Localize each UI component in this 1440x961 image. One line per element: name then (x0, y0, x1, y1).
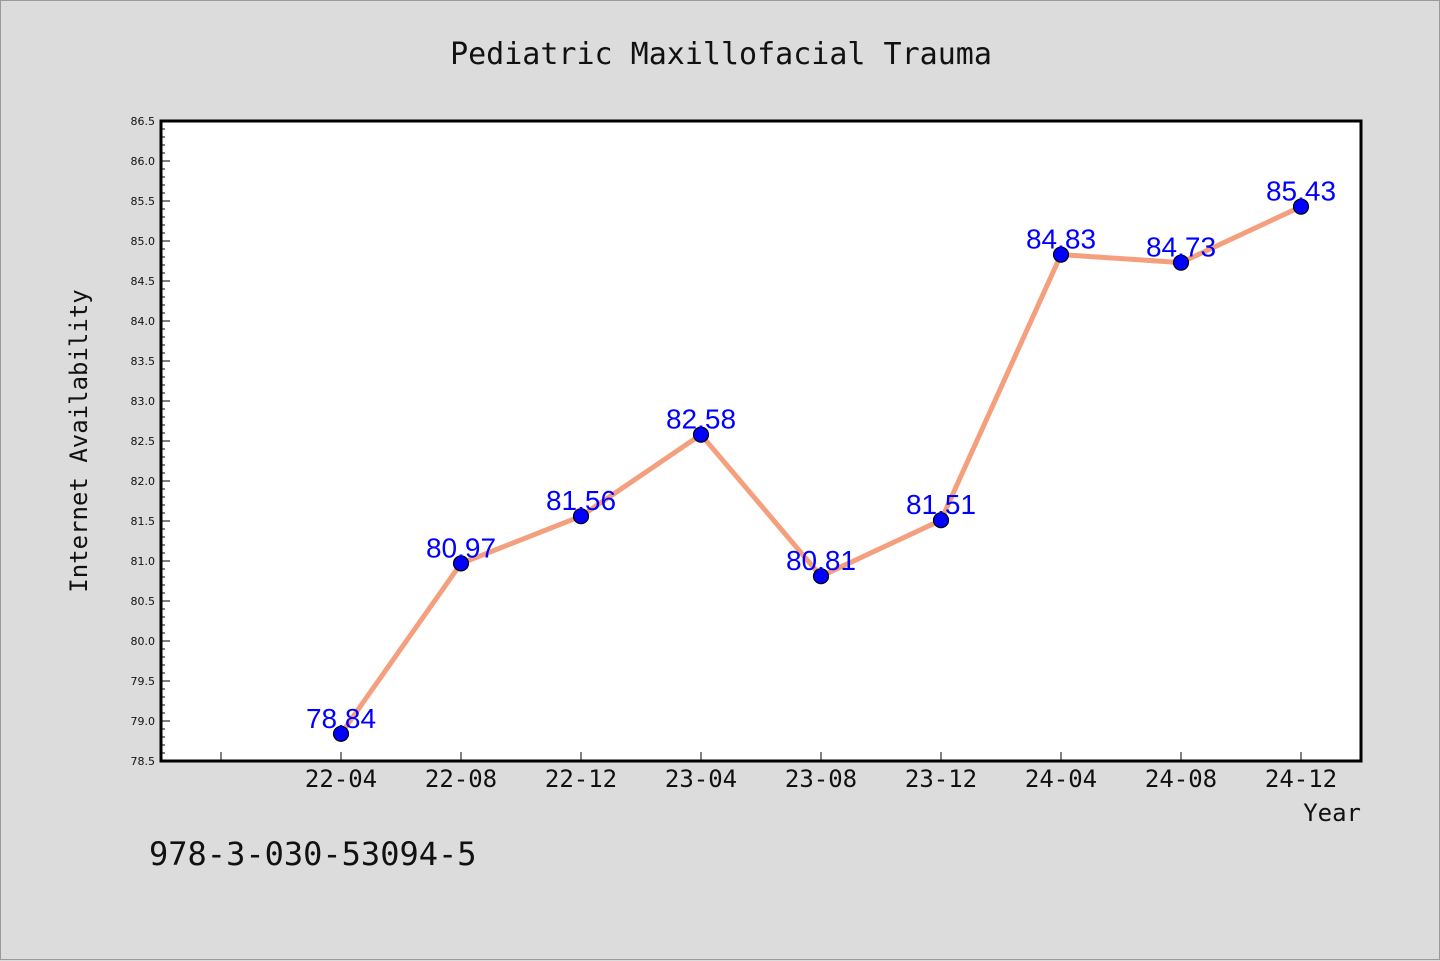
data-series: 78.84 80.97 81.56 82.58 80.81 81.51 84.83 84.73… (306, 176, 1336, 742)
y-tick-label: 79.5 (131, 675, 156, 688)
y-tick-label: 82.0 (131, 475, 156, 488)
x-tick-label: 22-08 (425, 765, 497, 793)
y-tick-label: 80.5 (131, 595, 156, 608)
y-tick-label: 82.5 (131, 435, 156, 448)
x-axis-title: Year (1303, 799, 1361, 827)
x-tick-label: 23-04 (665, 765, 737, 793)
data-value-label: 81.51 (906, 489, 976, 520)
data-point (1172, 254, 1190, 271)
y-tick-label: 80.0 (131, 635, 156, 648)
y-tick-label: 86.5 (131, 115, 156, 128)
data-value-label: 84.73 (1146, 232, 1216, 263)
x-tick-label: 24-08 (1145, 765, 1217, 793)
x-tick-label: 23-08 (785, 765, 857, 793)
data-point (692, 426, 710, 443)
data-value-label: 80.81 (786, 545, 856, 576)
data-value-label: 78.84 (306, 703, 376, 734)
y-tick-label: 85.0 (131, 235, 156, 248)
x-tick-label: 22-04 (305, 765, 377, 793)
y-tick-label: 85.5 (131, 195, 156, 208)
data-value-label: 80.97 (426, 532, 496, 563)
y-axis: 78.5 79.0 79.5 80.0 80.5 81.0 81.5 82.0 82.5 83.0… (131, 115, 170, 768)
y-axis-title: Internet Availability (65, 289, 93, 592)
data-point (812, 568, 830, 585)
y-tick-label: 83.5 (131, 355, 156, 368)
x-tick-label: 24-04 (1025, 765, 1097, 793)
y-tick-label: 79.0 (131, 715, 156, 728)
y-tick-label: 84.0 (131, 315, 156, 328)
x-tick-label: 23-12 (905, 765, 977, 793)
y-tick-label: 83.0 (131, 395, 156, 408)
x-tick-label: 22-12 (545, 765, 617, 793)
x-tick-label: 24-12 (1265, 765, 1337, 793)
y-tick-label: 81.0 (131, 555, 156, 568)
data-point (332, 725, 350, 742)
data-point (452, 555, 470, 572)
data-value-label: 81.56 (546, 485, 616, 516)
y-tick-label: 78.5 (131, 755, 156, 768)
data-point (1292, 198, 1310, 215)
data-value-label: 82.58 (666, 404, 736, 435)
x-axis: 22-04 22-08 22-12 23-04 23-08 23-12 24-04 24-08… (220, 752, 1337, 793)
y-tick-label: 84.5 (131, 275, 156, 288)
data-point (932, 512, 950, 529)
footer-id-text: 978-3-030-53094-5 (149, 835, 477, 873)
data-point (572, 508, 590, 525)
y-tick-label: 86.0 (131, 155, 156, 168)
data-value-label: 84.83 (1026, 224, 1096, 255)
y-tick-label: 81.5 (131, 515, 156, 528)
data-value-label: 85.43 (1266, 176, 1336, 207)
chart-title: Pediatric Maxillofacial Trauma (450, 37, 992, 72)
data-point (1052, 246, 1070, 263)
plot-area (159, 119, 1363, 763)
